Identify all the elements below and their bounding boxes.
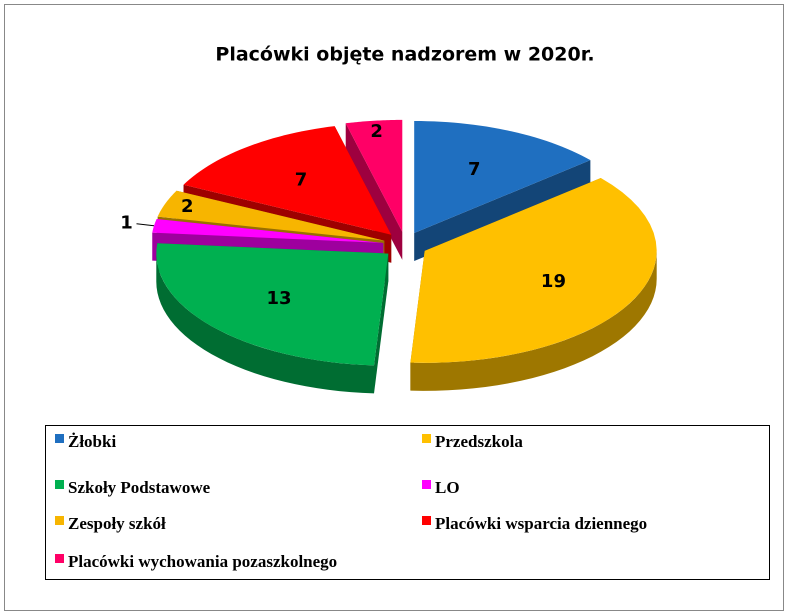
legend-label: LO bbox=[435, 478, 460, 497]
data-label: 19 bbox=[541, 271, 566, 292]
slice bbox=[183, 126, 392, 235]
chart-title: Placówki objęte nadzorem w 2020r. bbox=[215, 44, 594, 66]
slice bbox=[157, 190, 385, 241]
legend-box bbox=[45, 425, 770, 580]
slice-side bbox=[374, 253, 389, 394]
legend-swatch bbox=[55, 480, 64, 489]
data-label: 13 bbox=[267, 288, 292, 309]
slice bbox=[156, 243, 389, 366]
legend-label: Placówki wychowania pozaszkolnego bbox=[68, 552, 337, 571]
leader-line bbox=[136, 223, 155, 227]
legend-swatch bbox=[55, 434, 64, 443]
data-label: 7 bbox=[295, 170, 308, 191]
data-label: 2 bbox=[181, 196, 194, 217]
slice bbox=[414, 121, 591, 234]
legend-swatch bbox=[422, 516, 431, 525]
legend-label: Zespoły szkół bbox=[68, 514, 166, 533]
legend-swatch bbox=[422, 434, 431, 443]
data-label: 1 bbox=[120, 213, 133, 234]
slice-side bbox=[345, 123, 403, 260]
legend-label: Szkoły Podstawowe bbox=[68, 478, 211, 497]
legend-swatch bbox=[55, 554, 64, 563]
slice-wall bbox=[156, 253, 375, 394]
slice bbox=[410, 178, 657, 363]
slice-wall bbox=[410, 250, 657, 391]
legend-swatch bbox=[422, 480, 431, 489]
legend-label: Przedszkola bbox=[435, 432, 523, 451]
slice bbox=[152, 219, 384, 243]
slice-side bbox=[414, 160, 591, 262]
legend-swatch bbox=[55, 516, 64, 525]
data-label: 7 bbox=[468, 159, 481, 180]
slice bbox=[345, 119, 403, 232]
legend-label: Placówki wsparcia dziennego bbox=[435, 514, 647, 533]
data-label: 2 bbox=[370, 121, 383, 142]
legend-label: Żłobki bbox=[68, 432, 116, 451]
